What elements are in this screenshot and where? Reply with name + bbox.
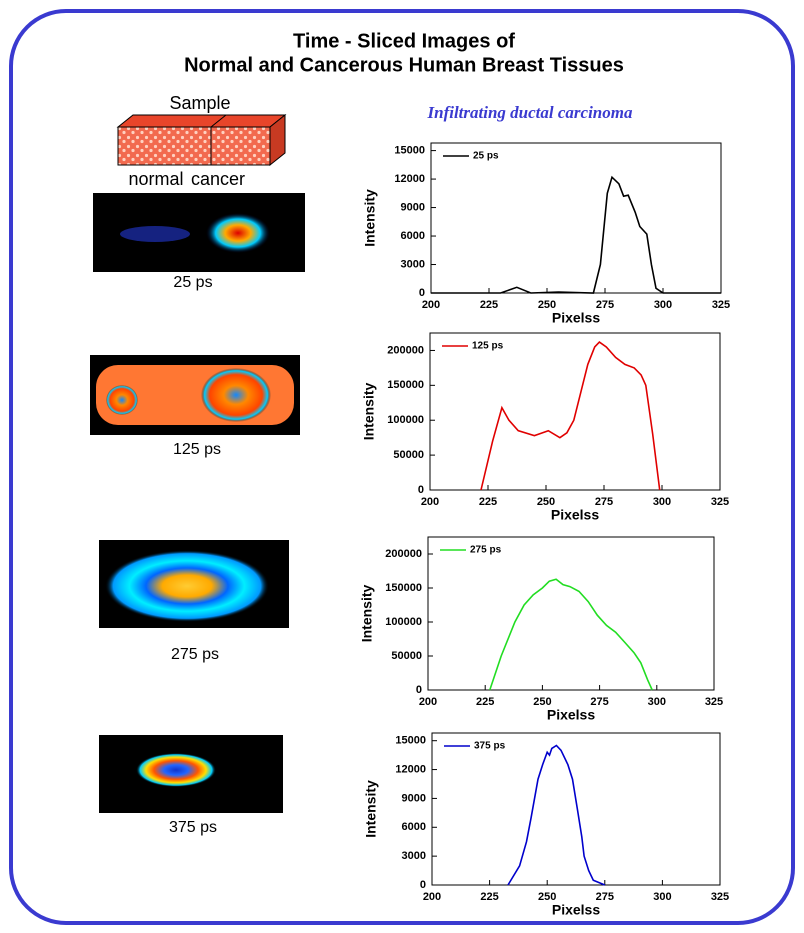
legend-label: 375 ps: [474, 741, 506, 752]
x-tick-label: 325: [711, 496, 729, 508]
y-tick-label: 0: [419, 287, 425, 299]
x-tick-label: 300: [648, 696, 666, 708]
series-line: [431, 175, 721, 294]
y-axis-label: Intensity: [359, 585, 375, 643]
y-tick-label: 6000: [401, 230, 425, 242]
series-line: [507, 744, 606, 886]
x-tick-label: 250: [537, 496, 555, 508]
x-tick-label: 325: [712, 299, 730, 311]
title-line: Time - Sliced Images of: [293, 30, 515, 52]
x-tick-label: 300: [653, 496, 671, 508]
x-tick-label: 275: [595, 496, 613, 508]
x-tick-label: 200: [421, 496, 439, 508]
series-line: [480, 341, 661, 491]
x-axis-label: Pixelss: [552, 310, 600, 326]
legend-label: 125 ps: [472, 341, 504, 352]
x-axis-label: Pixelss: [552, 902, 600, 918]
x-tick-label: 225: [480, 891, 498, 903]
x-tick-label: 225: [476, 696, 494, 708]
x-tick-label: 250: [533, 696, 551, 708]
y-tick-label: 12000: [395, 763, 426, 775]
y-tick-label: 9000: [401, 201, 425, 213]
plot-frame: [429, 332, 721, 491]
y-axis-label: Intensity: [361, 383, 377, 441]
y-tick-label: 50000: [391, 650, 422, 662]
tissue-image: [99, 735, 283, 813]
y-tick-label: 0: [418, 484, 424, 496]
plot-frame: [427, 536, 715, 691]
sample-part: cancer: [191, 169, 245, 189]
y-tick-label: 15000: [395, 735, 426, 747]
sample-label: Sample: [169, 93, 230, 113]
x-tick-label: 325: [705, 696, 723, 708]
y-tick-label: 0: [420, 879, 426, 891]
x-tick-label: 300: [654, 299, 672, 311]
y-tick-label: 15000: [394, 145, 425, 157]
x-tick-label: 300: [653, 891, 671, 903]
slide-frame: [9, 9, 795, 925]
y-tick-label: 100000: [385, 616, 422, 628]
x-tick-label: 275: [596, 891, 614, 903]
x-tick-label: 200: [423, 891, 441, 903]
x-tick-label: 275: [596, 299, 614, 311]
x-axis-label: Pixelss: [547, 707, 595, 723]
y-tick-label: 9000: [402, 792, 426, 804]
y-tick-label: 0: [416, 684, 422, 696]
legend-label: 275 ps: [470, 545, 502, 556]
sample-brick: [116, 113, 287, 167]
plot-frame: [431, 732, 721, 886]
y-axis-label: Intensity: [362, 189, 378, 247]
plot-frame: [430, 142, 722, 294]
x-tick-label: 200: [422, 299, 440, 311]
x-tick-label: 200: [419, 696, 437, 708]
sample-part: normal: [128, 169, 183, 189]
legend-label: 25 ps: [473, 151, 499, 162]
y-tick-label: 100000: [387, 414, 424, 426]
x-tick-label: 225: [480, 299, 498, 311]
y-tick-label: 6000: [402, 821, 426, 833]
x-tick-label: 225: [479, 496, 497, 508]
image-label: 125 ps: [173, 441, 221, 458]
tissue-image: [99, 540, 289, 628]
y-tick-label: 200000: [385, 548, 422, 560]
x-tick-label: 275: [590, 696, 608, 708]
x-tick-label: 325: [711, 891, 729, 903]
x-tick-label: 250: [538, 299, 556, 311]
image-label: 275 ps: [171, 646, 219, 663]
image-label: 375 ps: [169, 819, 217, 836]
y-tick-label: 150000: [387, 379, 424, 391]
y-tick-label: 12000: [394, 173, 425, 185]
x-tick-label: 250: [538, 891, 556, 903]
tissue-image: [90, 355, 300, 435]
x-axis-label: Pixelss: [551, 507, 599, 523]
y-tick-label: 150000: [385, 582, 422, 594]
image-label: 25 ps: [173, 274, 212, 291]
title-line: Normal and Cancerous Human Breast Tissue…: [184, 54, 624, 76]
y-tick-label: 3000: [402, 850, 426, 862]
y-tick-label: 50000: [393, 449, 424, 461]
y-tick-label: 3000: [401, 258, 425, 270]
subtitle: Infiltrating ductal carcinoma: [427, 103, 633, 122]
y-axis-label: Intensity: [363, 780, 379, 838]
y-tick-label: 200000: [387, 344, 424, 356]
tissue-image: [93, 193, 305, 272]
series-line: [489, 578, 653, 691]
